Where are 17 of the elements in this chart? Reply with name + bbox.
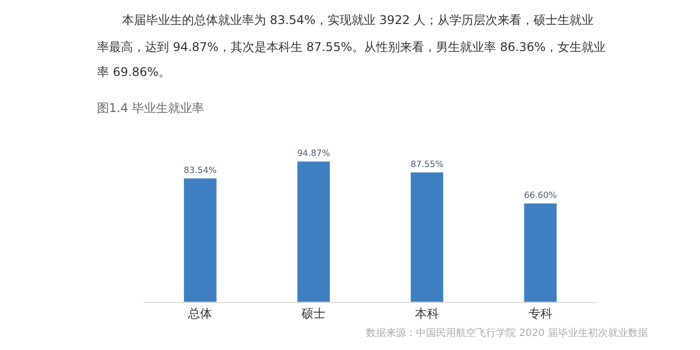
- data-label: 83.54%: [184, 166, 217, 176]
- bar: [410, 172, 444, 302]
- bar: [184, 178, 217, 302]
- x-tick-label: 专科: [528, 306, 552, 320]
- source-note: 数据来源：中国民用航空飞行学院 2020 届毕业生初次就业数据: [366, 327, 648, 339]
- data-label: 94.87%: [297, 149, 330, 160]
- chart-title: 图1.4 毕业生就业率: [97, 101, 204, 115]
- x-tick-label: 硕士: [300, 306, 326, 320]
- data-label: 87.55%: [410, 160, 444, 170]
- x-tick-label: 总体: [187, 306, 212, 320]
- text: 率 69.86%。: [97, 65, 171, 79]
- text: 本届毕业生的总体就业率为 83.54%，实现就业 3922 人；从学历层次来看，硕士生就业: [122, 13, 594, 27]
- bar: [296, 161, 330, 302]
- text: 率最高，达到 94.87%，其次是本科生 87.55%。从性别来看，男生就业率 86.36%，女生就业: [97, 40, 606, 54]
- bar: [524, 203, 558, 302]
- x-tick-label: 本科: [415, 306, 439, 320]
- data-label: 66.60%: [524, 191, 557, 202]
